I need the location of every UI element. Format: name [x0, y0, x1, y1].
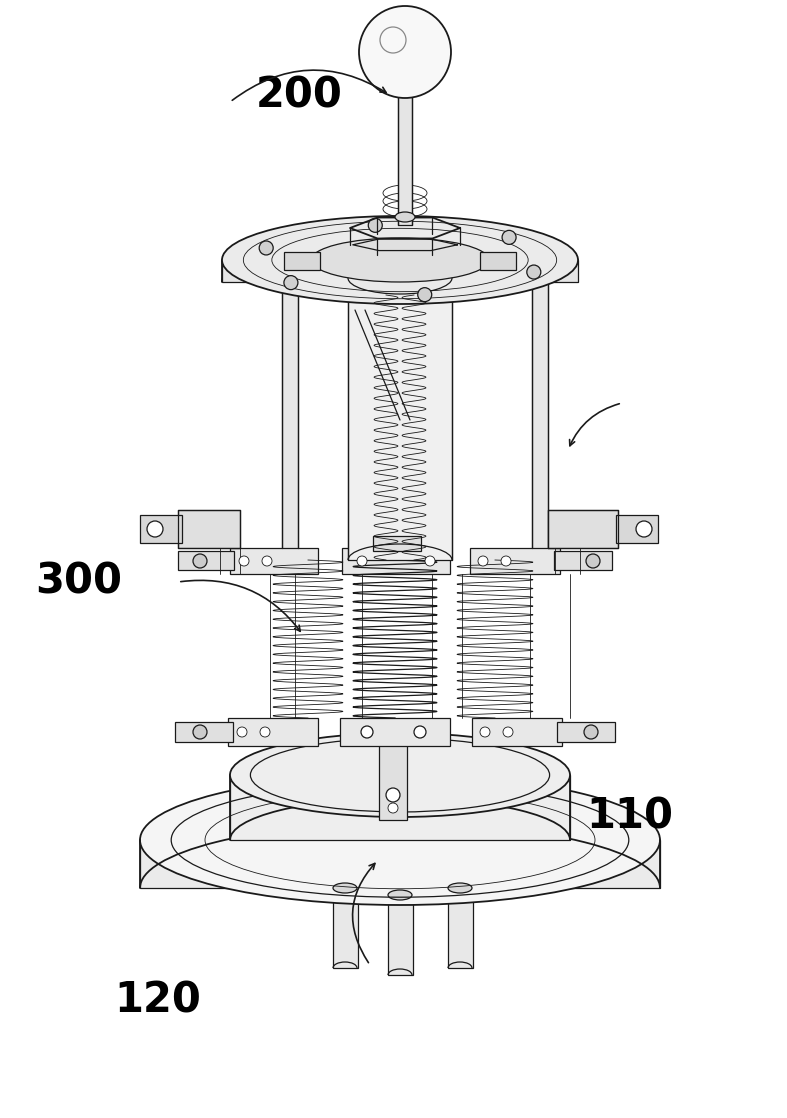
Text: 120: 120: [114, 979, 201, 1022]
Bar: [282, 271, 298, 548]
Circle shape: [414, 726, 426, 738]
Bar: [333, 888, 358, 968]
Circle shape: [386, 788, 400, 802]
Bar: [379, 740, 407, 819]
Circle shape: [357, 556, 367, 566]
Polygon shape: [348, 278, 452, 560]
Bar: [178, 551, 234, 570]
Circle shape: [478, 556, 488, 566]
Ellipse shape: [140, 775, 660, 904]
Circle shape: [193, 724, 207, 739]
Circle shape: [501, 556, 511, 566]
Bar: [472, 718, 562, 746]
Polygon shape: [178, 510, 240, 548]
Text: 300: 300: [35, 560, 122, 603]
Circle shape: [527, 265, 541, 280]
Bar: [616, 515, 658, 543]
Ellipse shape: [333, 883, 357, 893]
Circle shape: [584, 724, 598, 739]
Circle shape: [368, 218, 382, 233]
Bar: [340, 718, 450, 746]
Circle shape: [361, 726, 373, 738]
Bar: [373, 536, 421, 551]
Polygon shape: [230, 775, 570, 840]
Circle shape: [359, 6, 451, 98]
Bar: [398, 92, 412, 225]
Ellipse shape: [222, 216, 578, 304]
Bar: [422, 271, 438, 548]
Text: 200: 200: [256, 74, 342, 116]
Bar: [480, 252, 516, 271]
Circle shape: [239, 556, 249, 566]
Circle shape: [147, 521, 163, 537]
Circle shape: [480, 727, 490, 737]
Bar: [557, 722, 615, 742]
Circle shape: [259, 241, 273, 255]
Bar: [140, 515, 182, 543]
Bar: [470, 548, 560, 574]
Circle shape: [636, 521, 652, 537]
Ellipse shape: [395, 212, 415, 222]
Bar: [362, 271, 378, 548]
Circle shape: [262, 556, 272, 566]
Circle shape: [284, 276, 298, 290]
Circle shape: [260, 727, 270, 737]
Bar: [230, 548, 318, 574]
Bar: [554, 551, 612, 570]
Ellipse shape: [348, 262, 452, 294]
Polygon shape: [222, 260, 578, 282]
Circle shape: [503, 727, 513, 737]
Bar: [284, 252, 320, 271]
Circle shape: [425, 556, 435, 566]
Ellipse shape: [388, 890, 412, 900]
Circle shape: [502, 230, 516, 245]
Ellipse shape: [230, 733, 570, 817]
Ellipse shape: [448, 883, 472, 893]
Bar: [448, 888, 473, 968]
Text: 110: 110: [586, 795, 673, 837]
Bar: [228, 718, 318, 746]
Polygon shape: [548, 510, 618, 548]
Ellipse shape: [311, 238, 489, 282]
Circle shape: [388, 803, 398, 813]
Bar: [342, 548, 450, 574]
Circle shape: [586, 555, 600, 568]
Circle shape: [418, 287, 432, 302]
Polygon shape: [140, 840, 660, 888]
Bar: [388, 896, 413, 975]
Circle shape: [237, 727, 247, 737]
Circle shape: [193, 555, 207, 568]
Bar: [532, 271, 548, 548]
Bar: [175, 722, 233, 742]
